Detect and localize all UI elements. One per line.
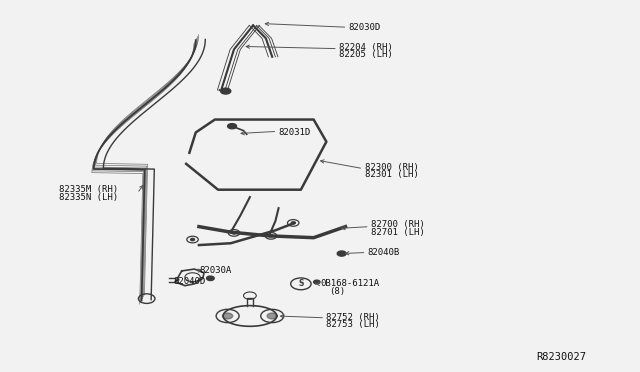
Text: 82205 (LH): 82205 (LH) xyxy=(339,51,393,60)
Text: 82030A: 82030A xyxy=(199,266,231,275)
Text: 82701 (LH): 82701 (LH) xyxy=(371,228,425,237)
Text: R8230027: R8230027 xyxy=(537,352,587,362)
Circle shape xyxy=(191,238,195,241)
Text: 82031D: 82031D xyxy=(278,128,311,137)
Circle shape xyxy=(267,313,277,319)
Text: 82300 (RH): 82300 (RH) xyxy=(365,163,419,172)
Text: 82335M (RH): 82335M (RH) xyxy=(59,185,118,194)
Text: 82204 (RH): 82204 (RH) xyxy=(339,43,393,52)
Text: 82301 (LH): 82301 (LH) xyxy=(365,170,419,179)
Text: 0B168-6121A: 0B168-6121A xyxy=(320,279,379,288)
Circle shape xyxy=(207,276,214,280)
Circle shape xyxy=(314,280,320,284)
Text: 82040B: 82040B xyxy=(368,248,400,257)
Circle shape xyxy=(228,124,237,129)
Text: (8): (8) xyxy=(330,287,346,296)
Circle shape xyxy=(232,232,236,234)
Circle shape xyxy=(337,251,346,256)
Text: 82335N (LH): 82335N (LH) xyxy=(59,193,118,202)
Circle shape xyxy=(223,313,233,319)
Text: 82040D: 82040D xyxy=(173,278,205,286)
Circle shape xyxy=(269,235,273,237)
Text: 82752 (RH): 82752 (RH) xyxy=(326,312,380,321)
Circle shape xyxy=(221,88,231,94)
Text: 82700 (RH): 82700 (RH) xyxy=(371,220,425,229)
Text: S: S xyxy=(298,279,303,288)
Circle shape xyxy=(291,222,295,224)
Text: 82753 (LH): 82753 (LH) xyxy=(326,320,380,329)
Text: 82030D: 82030D xyxy=(349,23,381,32)
